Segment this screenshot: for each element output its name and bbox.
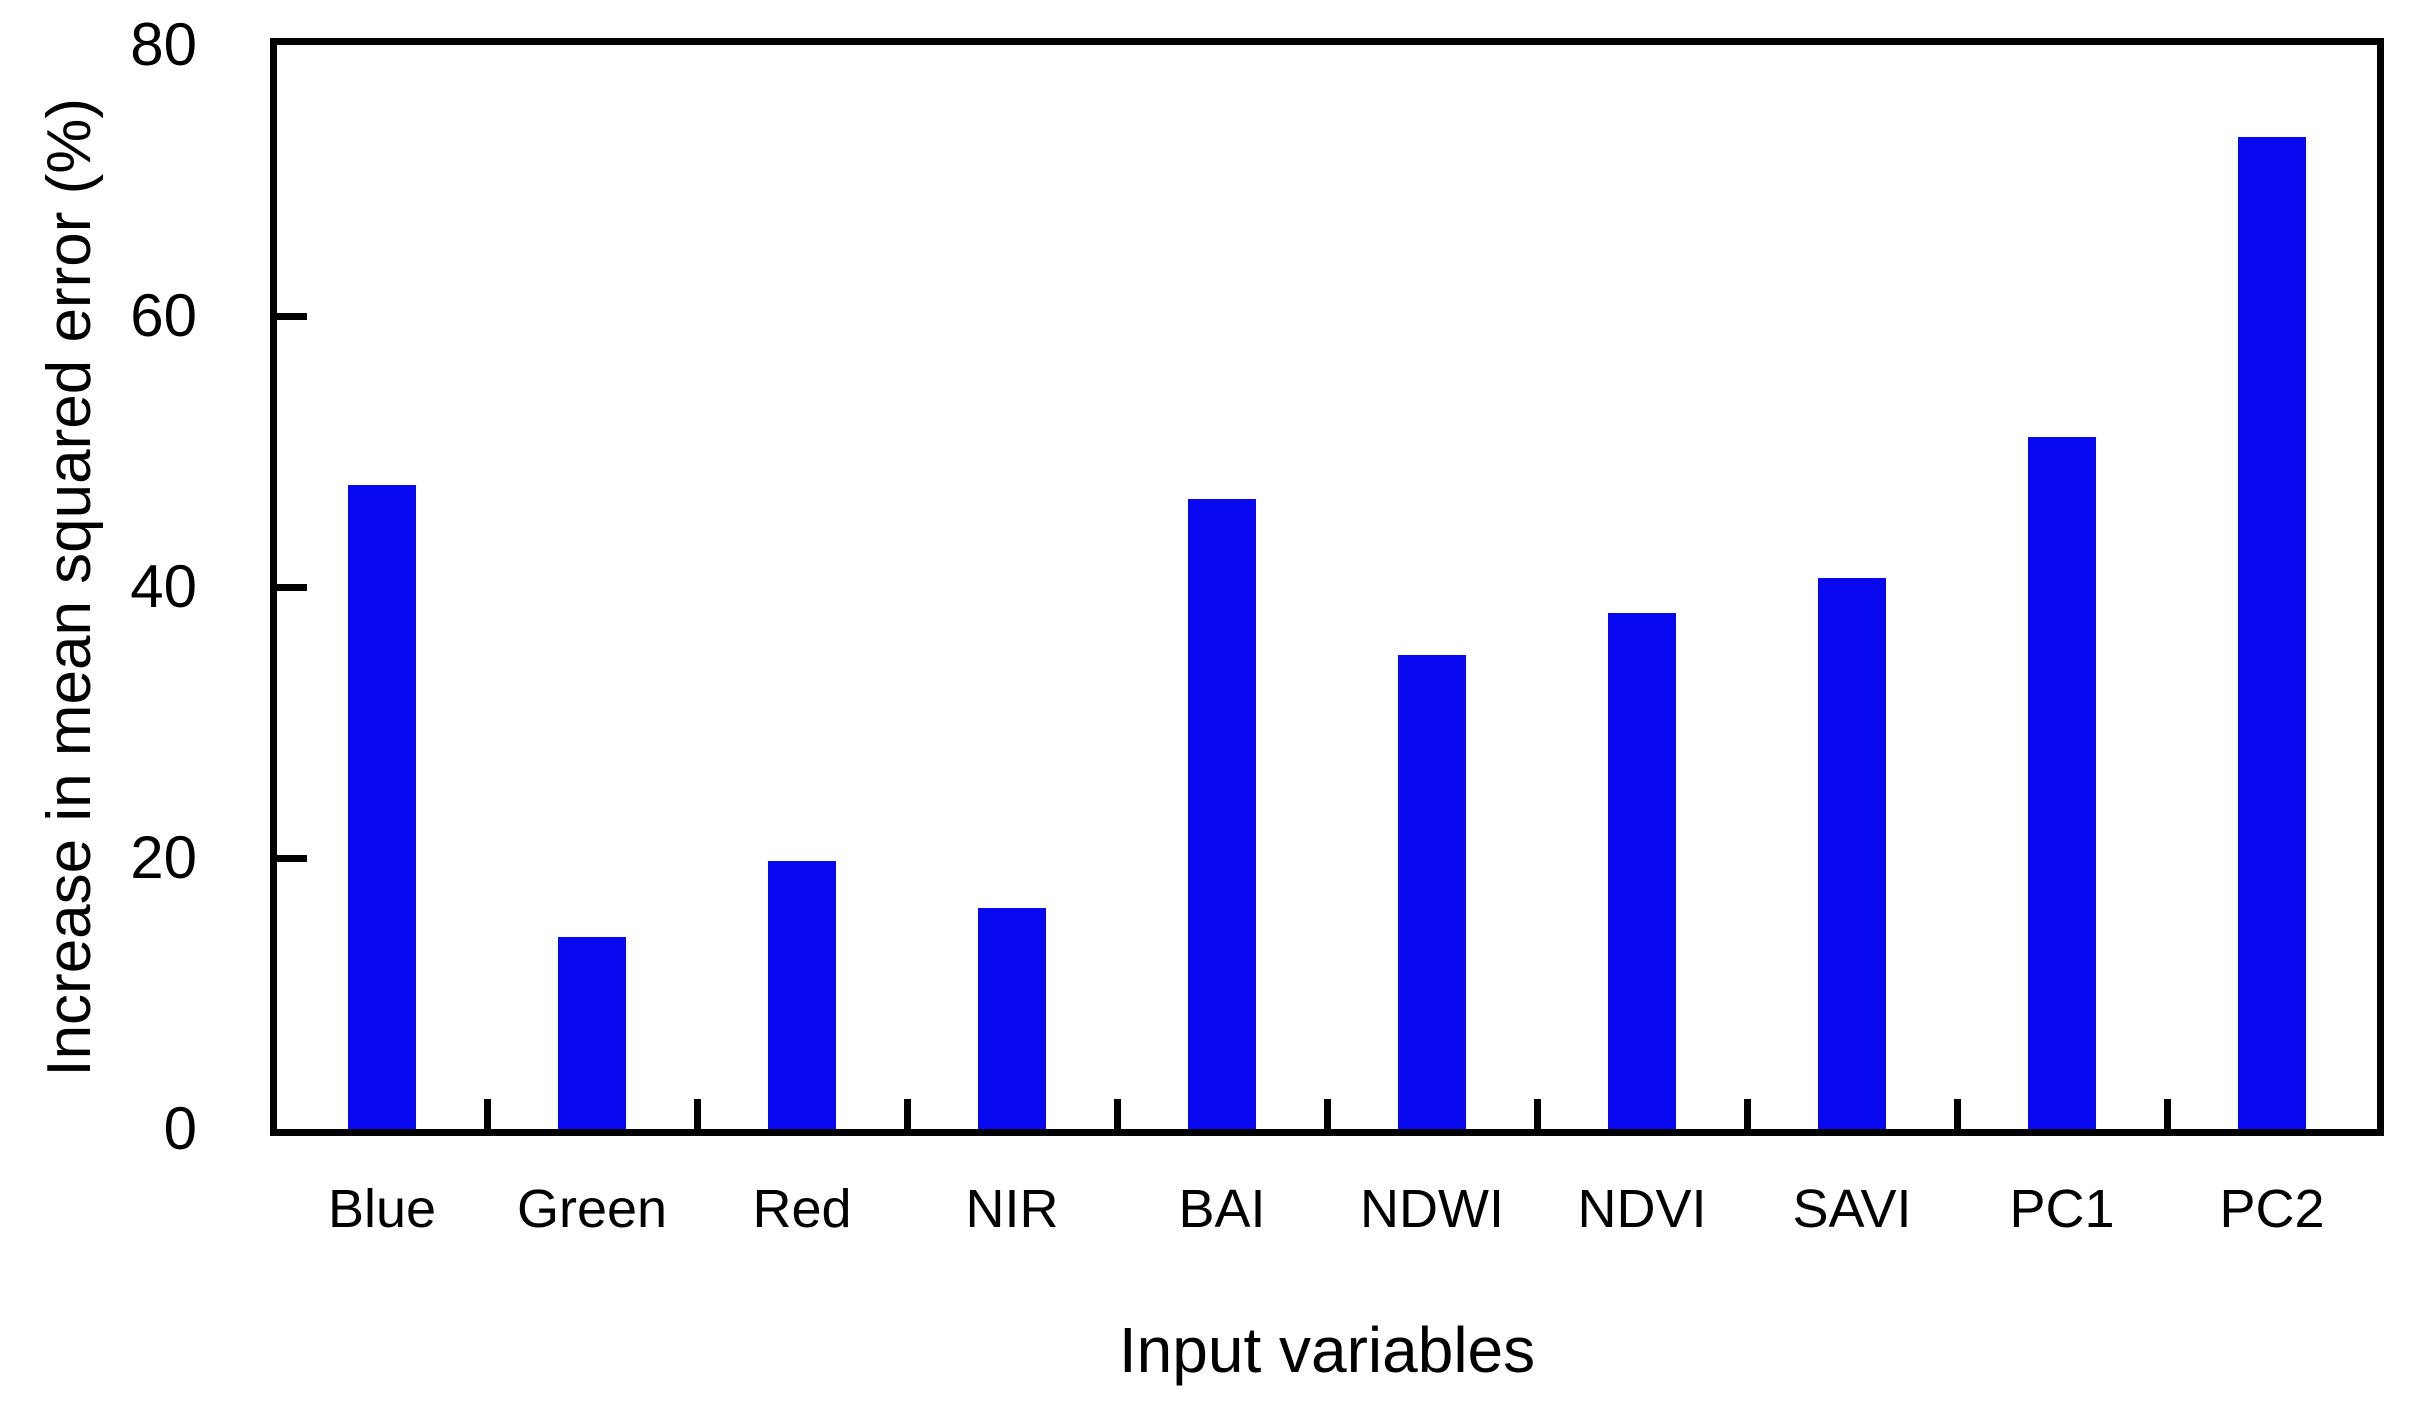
x-tick-mark-7 — [1744, 1099, 1751, 1129]
x-axis-title: Input variables — [1118, 1314, 1536, 1386]
x-tick-mark-3 — [904, 1099, 911, 1129]
y-tick-label-0: 0 — [163, 1095, 197, 1162]
x-category-label-pc2: PC2 — [2219, 1179, 2325, 1239]
bar-savi — [1818, 578, 1886, 1129]
bar-green — [558, 937, 626, 1129]
y-tick-mark-60 — [277, 313, 307, 320]
bar-nir — [978, 908, 1046, 1129]
x-category-label-red: Red — [752, 1179, 852, 1239]
bar-bai — [1188, 499, 1256, 1129]
bar-blue — [348, 485, 416, 1129]
x-tick-mark-8 — [1954, 1099, 1961, 1129]
x-category-label-blue: Blue — [327, 1179, 437, 1239]
x-tick-mark-9 — [2164, 1099, 2171, 1129]
y-tick-label-20: 20 — [130, 824, 197, 891]
x-category-label-ndwi: NDWI — [1360, 1179, 1504, 1239]
bar-pc1 — [2028, 437, 2096, 1129]
bar-red — [768, 861, 836, 1129]
x-category-label-nir: NIR — [965, 1179, 1059, 1239]
x-tick-mark-5 — [1324, 1099, 1331, 1129]
plot-area — [270, 38, 2384, 1136]
x-tick-mark-4 — [1114, 1099, 1121, 1129]
bar-pc2 — [2238, 137, 2306, 1129]
y-tick-label-40: 40 — [130, 553, 197, 620]
x-tick-mark-6 — [1534, 1099, 1541, 1129]
bar-ndwi — [1398, 655, 1466, 1129]
y-tick-mark-20 — [277, 855, 307, 862]
y-tick-label-80: 80 — [130, 11, 197, 78]
x-category-label-pc1: PC1 — [2009, 1179, 2115, 1239]
x-category-label-savi: SAVI — [1792, 1179, 1912, 1239]
x-category-label-green: Green — [516, 1179, 668, 1239]
x-category-label-ndvi: NDVI — [1577, 1179, 1707, 1239]
x-tick-mark-2 — [694, 1099, 701, 1129]
x-category-label-bai: BAI — [1178, 1179, 1266, 1239]
y-tick-label-60: 60 — [130, 282, 197, 349]
x-tick-mark-1 — [484, 1099, 491, 1129]
y-tick-mark-40 — [277, 584, 307, 591]
bar-ndvi — [1608, 613, 1676, 1129]
